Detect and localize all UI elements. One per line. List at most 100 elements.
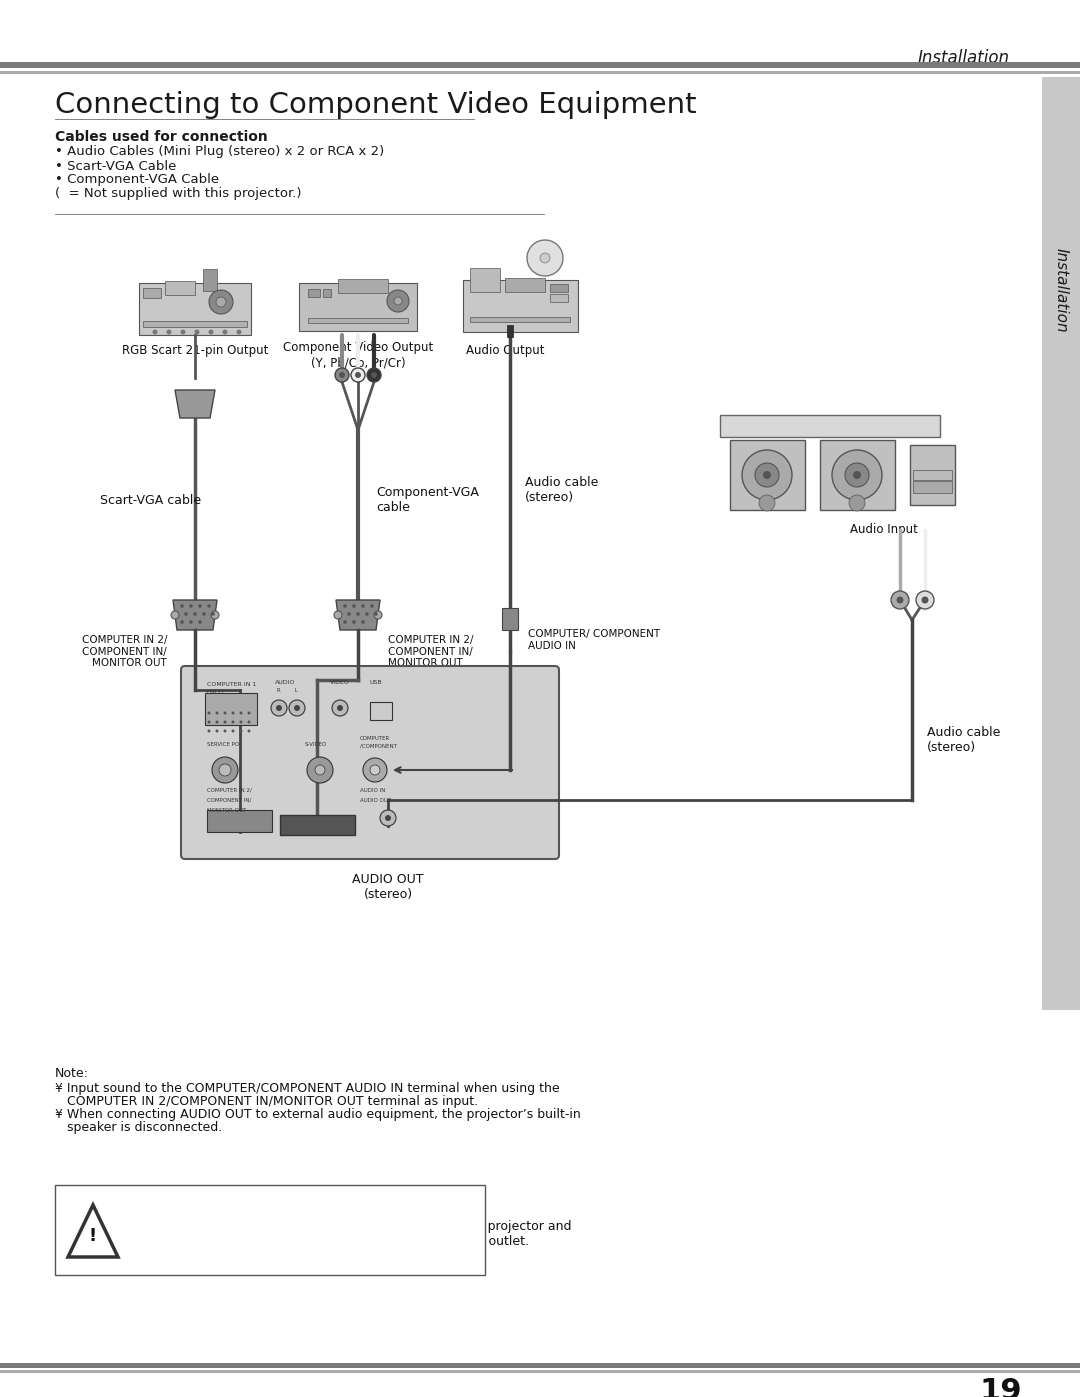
Text: MONITOR OUT: MONITOR OUT <box>207 807 246 813</box>
Bar <box>910 446 955 504</box>
Polygon shape <box>175 390 215 418</box>
Circle shape <box>891 591 909 609</box>
Circle shape <box>372 372 377 379</box>
Text: COMPUTER IN 2/
COMPONENT IN/
MONITOR OUT: COMPUTER IN 2/ COMPONENT IN/ MONITOR OUT <box>81 636 167 668</box>
Text: /COMPONENT: /COMPONENT <box>360 743 396 749</box>
Polygon shape <box>336 599 380 630</box>
Circle shape <box>207 721 211 724</box>
Circle shape <box>180 604 184 608</box>
Circle shape <box>352 604 355 608</box>
Circle shape <box>527 240 563 277</box>
Bar <box>550 293 568 302</box>
Text: SERVICE PO: SERVICE PO <box>207 742 239 747</box>
Circle shape <box>211 610 219 619</box>
Circle shape <box>356 612 360 616</box>
Circle shape <box>334 610 342 619</box>
Circle shape <box>208 330 214 334</box>
Text: COMPUTER IN 2/COMPONENT IN/MONITOR OUT terminal as input.: COMPUTER IN 2/COMPONENT IN/MONITOR OUT t… <box>55 1095 478 1108</box>
Circle shape <box>370 766 380 775</box>
Bar <box>143 288 161 298</box>
Text: External Audio Equipment: External Audio Equipment <box>753 419 907 433</box>
Circle shape <box>152 330 158 334</box>
Text: • Component-VGA Cable: • Component-VGA Cable <box>55 173 219 187</box>
Bar <box>370 703 392 719</box>
Circle shape <box>742 450 792 500</box>
Circle shape <box>755 462 779 488</box>
Circle shape <box>171 610 179 619</box>
Text: VIDEO: VIDEO <box>330 679 350 685</box>
Circle shape <box>845 462 869 488</box>
Text: S-VIDEO: S-VIDEO <box>305 742 327 747</box>
Circle shape <box>247 721 251 724</box>
Bar <box>913 469 951 481</box>
Text: AUDIO IN: AUDIO IN <box>360 788 386 792</box>
Circle shape <box>199 620 202 624</box>
Circle shape <box>180 330 186 334</box>
Circle shape <box>540 253 550 263</box>
Text: Audio cable
(stereo): Audio cable (stereo) <box>525 476 598 504</box>
Text: AUDIO OUT
(stereo): AUDIO OUT (stereo) <box>352 873 423 901</box>
Circle shape <box>276 705 282 711</box>
Circle shape <box>294 705 300 711</box>
Polygon shape <box>173 599 217 630</box>
Circle shape <box>289 700 305 717</box>
Text: • Audio Cables (Mini Plug (stereo) x 2 or RCA x 2): • Audio Cables (Mini Plug (stereo) x 2 o… <box>55 145 384 158</box>
Circle shape <box>921 597 929 604</box>
Bar <box>203 270 217 291</box>
Circle shape <box>343 604 347 608</box>
Circle shape <box>237 330 242 334</box>
Text: COMPUTER: COMPUTER <box>360 735 390 740</box>
Circle shape <box>374 610 382 619</box>
Bar <box>913 481 951 493</box>
Circle shape <box>337 705 343 711</box>
Circle shape <box>247 711 251 714</box>
Text: When connecting the cable, the power cords of both the projector and: When connecting the cable, the power cor… <box>130 1220 571 1234</box>
Text: Installation: Installation <box>918 49 1010 67</box>
Text: Audio Input: Audio Input <box>850 524 918 536</box>
Bar <box>0 71 1080 74</box>
Bar <box>0 1363 1080 1368</box>
Circle shape <box>361 620 365 624</box>
Text: COMPUTER IN 2/: COMPUTER IN 2/ <box>207 788 252 792</box>
Bar <box>550 284 568 292</box>
Circle shape <box>240 711 243 714</box>
Circle shape <box>219 764 231 775</box>
Text: COMPUTER IN 2/
COMPONENT IN/
MONITOR OUT: COMPUTER IN 2/ COMPONENT IN/ MONITOR OUT <box>388 636 473 668</box>
Circle shape <box>194 330 200 334</box>
Circle shape <box>916 591 934 609</box>
Circle shape <box>231 711 234 714</box>
Circle shape <box>339 372 345 379</box>
Circle shape <box>335 367 349 381</box>
Circle shape <box>212 757 238 782</box>
Text: ¥ When connecting AUDIO OUT to external audio equipment, the projector’s built-i: ¥ When connecting AUDIO OUT to external … <box>55 1108 581 1120</box>
Circle shape <box>240 729 243 732</box>
Circle shape <box>374 612 378 616</box>
Bar <box>820 440 895 510</box>
Bar <box>505 278 545 292</box>
Circle shape <box>202 612 206 616</box>
Circle shape <box>307 757 333 782</box>
Bar <box>143 321 247 327</box>
Circle shape <box>367 367 381 381</box>
Text: Installation: Installation <box>1053 247 1068 332</box>
Circle shape <box>189 620 193 624</box>
Circle shape <box>207 604 211 608</box>
Text: !: ! <box>89 1227 97 1245</box>
Text: ¥ Input sound to the COMPUTER/COMPONENT AUDIO IN terminal when using the: ¥ Input sound to the COMPUTER/COMPONENT … <box>55 1083 559 1095</box>
Circle shape <box>212 612 215 616</box>
Circle shape <box>224 711 227 714</box>
Text: COMPUTER IN 1: COMPUTER IN 1 <box>207 683 256 687</box>
Circle shape <box>315 766 325 775</box>
Bar <box>507 326 513 337</box>
Circle shape <box>180 620 184 624</box>
Text: Connecting to Component Video Equipment: Connecting to Component Video Equipment <box>55 91 697 119</box>
Circle shape <box>231 729 234 732</box>
Text: USB: USB <box>370 679 382 685</box>
Circle shape <box>384 814 391 821</box>
Bar <box>470 317 570 321</box>
Circle shape <box>224 721 227 724</box>
Text: (  = Not supplied with this projector.): ( = Not supplied with this projector.) <box>55 187 301 201</box>
Text: Component-VGA
cable: Component-VGA cable <box>376 486 478 514</box>
Circle shape <box>193 612 197 616</box>
FancyBboxPatch shape <box>181 666 559 859</box>
